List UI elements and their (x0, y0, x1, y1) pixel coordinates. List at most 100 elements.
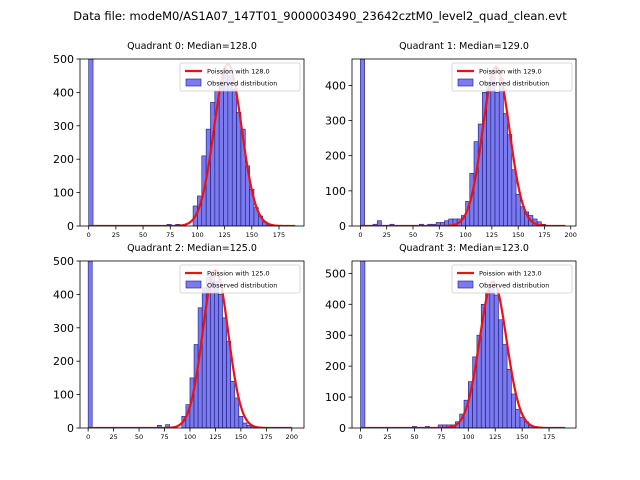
x-tick-label: 175 (273, 231, 285, 239)
y-tick-label: 300 (53, 322, 74, 335)
poisson-fit-line (88, 63, 296, 226)
y-tick-label: 100 (53, 187, 74, 200)
x-tick-label: 100 (191, 231, 203, 239)
legend-label: Observed distribution (479, 282, 549, 290)
x-tick-label: 75 (437, 433, 445, 441)
x-tick-label: 100 (459, 231, 471, 239)
x-tick-label: 75 (166, 231, 174, 239)
x-tick-label: 150 (516, 433, 528, 441)
subplot-title: Quadrant 0: Median=128.0 (127, 41, 257, 52)
histogram-bar (498, 319, 504, 428)
histogram-bar (515, 409, 521, 428)
histogram-bar (485, 291, 491, 428)
x-tick-label: 0 (359, 433, 363, 441)
legend-label: Poission with 128.0 (207, 68, 270, 76)
subplot-q3: Quadrant 3: Median=123.0 0 25 50 75 100 125 150… (325, 243, 577, 441)
legend: Poission with 128.0 Observed distribution (179, 62, 301, 92)
legend-label: Poission with 123.0 (479, 270, 542, 278)
x-tick-label: 0 (358, 231, 362, 239)
x-tick-label: 150 (246, 231, 258, 239)
legend-bar-swatch (457, 280, 474, 289)
poisson-fit-line (88, 268, 292, 428)
histogram-bar (503, 113, 508, 226)
x-tick-label: 200 (565, 231, 577, 239)
histogram-bar (165, 424, 170, 428)
legend-box (451, 62, 573, 92)
histogram-bar (218, 294, 223, 428)
histogram-bar (223, 68, 229, 226)
y-tick-label: 500 (325, 267, 346, 280)
histogram-bar (489, 285, 495, 428)
x-tick-label: 125 (209, 433, 221, 441)
legend-label: Observed distribution (207, 80, 277, 88)
histogram-bar (506, 368, 512, 428)
histogram-bar (511, 169, 517, 226)
histogram-bar (87, 261, 93, 428)
histogram-bar (227, 75, 233, 226)
y-tick-label: 400 (325, 79, 346, 92)
y-tick-label: 500 (53, 53, 74, 66)
x-tick-label: 0 (86, 433, 90, 441)
x-tick-label: 50 (409, 231, 417, 239)
histogram-bar (511, 393, 516, 428)
poisson-fit-line (360, 65, 566, 226)
legend-label: Observed distribution (479, 80, 549, 88)
histogram-bar (490, 71, 496, 226)
y-tick-label: 500 (53, 255, 74, 268)
y-tick-label: 200 (325, 150, 346, 163)
axes-frame (79, 260, 305, 429)
subplots-grid: Quadrant 0: Median=128.0 0 25 50 75 100 125 150… (53, 41, 577, 441)
x-tick-label: 75 (160, 433, 168, 441)
histogram-bar (515, 194, 521, 226)
y-tick-label: 200 (53, 355, 74, 368)
y-tick-label: 0 (67, 220, 74, 233)
histogram-bar (242, 422, 248, 428)
histogram-bar (210, 274, 215, 428)
y-tick-label: 300 (325, 329, 346, 342)
x-tick-label: 0 (87, 231, 91, 239)
axes-frame (351, 260, 577, 429)
figure-title: Data file: modeM0/AS1A07_147T01_90000034… (73, 9, 567, 23)
y-tick-label: 300 (53, 120, 74, 133)
histogram-bar (236, 112, 242, 226)
x-tick-label: 150 (235, 433, 247, 441)
legend-bar-swatch (185, 280, 202, 289)
histogram-bar (498, 78, 504, 226)
y-tick-label: 0 (339, 422, 346, 435)
x-tick-label: 25 (109, 433, 117, 441)
x-tick-label: 200 (286, 433, 298, 441)
histogram-bar (238, 416, 244, 428)
x-tick-label: 175 (260, 433, 272, 441)
legend-bar-swatch (457, 78, 474, 87)
x-tick-label: 100 (462, 433, 474, 441)
x-tick-label: 25 (112, 231, 120, 239)
x-tick-label: 125 (218, 231, 230, 239)
histogram-bar (493, 294, 499, 428)
histogram-bar (494, 92, 500, 226)
axes-frame (351, 58, 577, 227)
histogram-bar (234, 397, 240, 428)
histogram-bar (222, 317, 227, 428)
histogram-bar (214, 280, 219, 428)
x-tick-label: 150 (512, 231, 524, 239)
y-tick-label: 400 (53, 288, 74, 301)
histogram-bar (231, 88, 237, 226)
subplot-title: Quadrant 2: Median=125.0 (127, 243, 257, 254)
legend: Poission with 123.0 Observed distribution (451, 264, 573, 294)
legend: Poission with 129.0 Observed distribution (451, 62, 573, 92)
histogram-bar (360, 261, 366, 428)
x-tick-label: 50 (139, 231, 147, 239)
legend-label: Poission with 125.0 (207, 270, 270, 278)
y-tick-label: 400 (53, 86, 74, 99)
histogram-bar (88, 59, 94, 226)
subplot-q0: Quadrant 0: Median=128.0 0 25 50 75 100 125 150… (53, 41, 305, 239)
subplot-title: Quadrant 3: Median=123.0 (399, 243, 529, 254)
x-tick-label: 100 (184, 433, 196, 441)
x-tick-label: 175 (543, 433, 555, 441)
y-tick-label: 200 (325, 360, 346, 373)
y-tick-label: 0 (67, 422, 74, 435)
x-tick-label: 25 (383, 433, 391, 441)
legend-label: Observed distribution (207, 282, 277, 290)
subplot-title: Quadrant 1: Median=129.0 (399, 41, 529, 52)
